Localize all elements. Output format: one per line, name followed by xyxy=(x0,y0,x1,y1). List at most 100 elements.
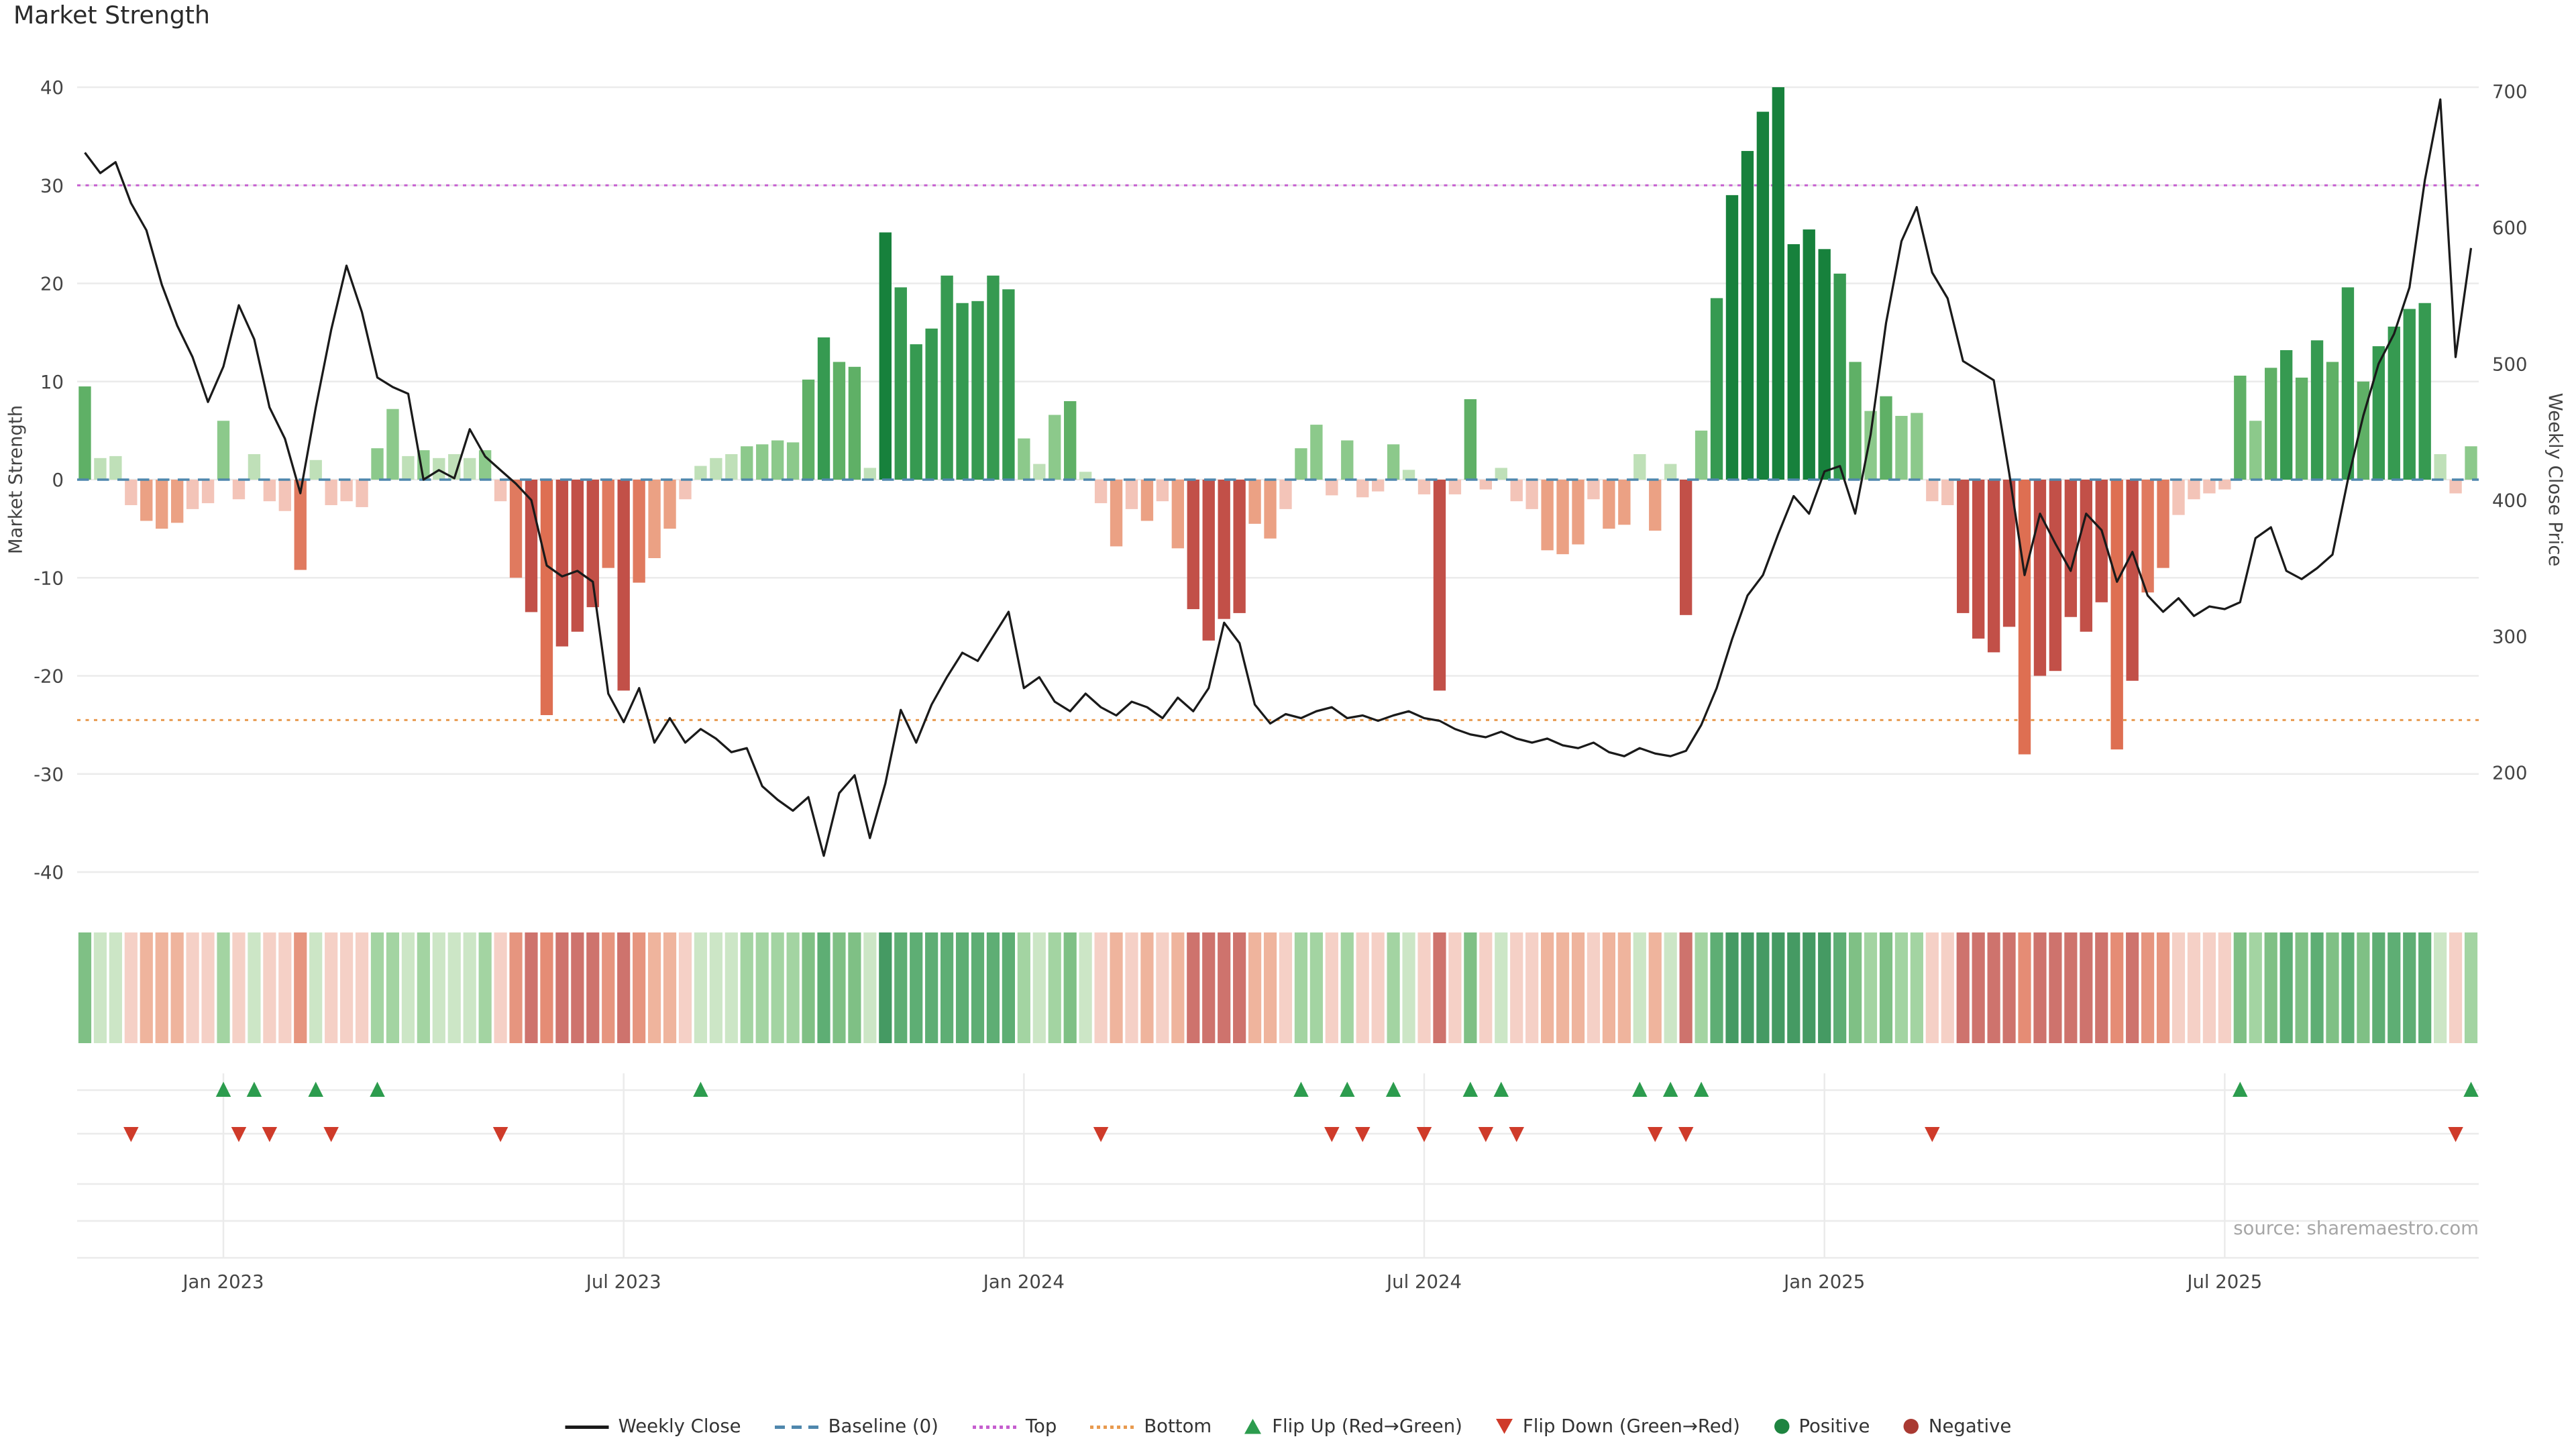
heatmap-cell xyxy=(1002,932,1015,1043)
heatmap-cell xyxy=(2218,932,2231,1043)
strength-bar xyxy=(433,458,445,480)
heatmap-cell xyxy=(2156,932,2170,1043)
strength-bar xyxy=(325,480,337,506)
heatmap-cell xyxy=(401,932,415,1043)
flip-down-marker xyxy=(1678,1127,1694,1142)
heatmap-cell xyxy=(2141,932,2155,1043)
heatmap-cell xyxy=(2233,932,2247,1043)
strength-bar xyxy=(1895,415,1908,480)
heatmap-cell xyxy=(633,932,646,1043)
x-axis-tick: Jul 2025 xyxy=(2186,1271,2262,1293)
strength-bar xyxy=(1741,151,1754,480)
heatmap-cell xyxy=(2033,932,2047,1043)
left-axis-tick: 30 xyxy=(40,175,64,197)
strength-bar xyxy=(1603,480,1615,529)
strength-bar xyxy=(309,460,322,480)
heatmap-cell xyxy=(925,932,938,1043)
strength-bar xyxy=(509,480,523,578)
strength-bar xyxy=(1187,480,1199,610)
heatmap-cell xyxy=(1309,932,1323,1043)
heatmap-cell xyxy=(432,932,445,1043)
heatmap-cell xyxy=(617,932,631,1043)
heatmap-cell xyxy=(186,932,199,1043)
heatmap-cell xyxy=(879,932,892,1043)
flip-up-marker xyxy=(1293,1081,1309,1097)
legend-label-negative: Negative xyxy=(1928,1415,2012,1438)
strength-bar xyxy=(1880,396,1892,480)
x-axis-labels: Jan 2023 Jul 2023 Jan 2024 Jul 2024 Jan 2025… xyxy=(181,1271,2262,1293)
right-axis-label: Weekly Close Price xyxy=(2544,393,2566,567)
strength-bar xyxy=(494,480,507,502)
heatmap-cell xyxy=(833,932,846,1043)
strength-bar xyxy=(1941,480,1954,506)
strength-bar xyxy=(1525,480,1538,509)
heatmap-cell xyxy=(1233,932,1246,1043)
strength-bar xyxy=(2341,287,2355,480)
legend-label-flip-down: Flip Down (Green→Red) xyxy=(1522,1415,1740,1438)
grid-layer: 40 30 20 10 0 -10 -20 -30 -40 700 600 500 400 300 200 xyxy=(34,77,2527,883)
strength-bar xyxy=(987,275,1000,480)
heatmap-cell xyxy=(1679,932,1693,1043)
strength-bar xyxy=(94,458,107,480)
strength-bar xyxy=(1756,111,1770,480)
heatmap-cell xyxy=(1156,932,1169,1043)
strength-bar xyxy=(1125,480,1138,509)
heatmap-cell xyxy=(941,932,954,1043)
heatmap-cell xyxy=(1894,932,1909,1043)
flip-up-marker xyxy=(1340,1081,1355,1097)
heatmap-cell xyxy=(694,932,708,1043)
x-axis-tick: Jan 2025 xyxy=(1782,1271,1865,1293)
strength-bar xyxy=(2033,480,2047,676)
flip-up-marker xyxy=(308,1081,323,1097)
left-axis-tick: 10 xyxy=(40,372,64,393)
strength-bar xyxy=(602,480,614,568)
heatmap-cell xyxy=(2403,932,2416,1043)
heatmap-cell xyxy=(2464,932,2478,1043)
strength-bar xyxy=(710,458,722,480)
heatmap-cell xyxy=(971,932,985,1043)
legend-label-baseline: Baseline (0) xyxy=(828,1415,938,1438)
strength-bar xyxy=(2218,480,2231,490)
strength-bar xyxy=(1079,472,1092,480)
heatmap-cell xyxy=(248,932,261,1043)
strength-bar xyxy=(1433,480,1446,691)
strength-bar xyxy=(1371,480,1385,492)
heatmap-cell xyxy=(1171,932,1185,1043)
heatmap-cell xyxy=(1772,932,1785,1043)
heatmap-cell xyxy=(1741,932,1754,1043)
flip-down-marker xyxy=(323,1127,339,1142)
strength-bar xyxy=(1833,273,1846,480)
heatmap-cell xyxy=(1848,932,1862,1043)
legend-item-baseline: Baseline (0) xyxy=(774,1415,938,1438)
legend-item-top: Top xyxy=(971,1415,1057,1438)
heatmap-cell xyxy=(309,932,323,1043)
heatmap-cell xyxy=(2187,932,2201,1043)
heatmap-cell xyxy=(217,932,230,1043)
heatmap-cell xyxy=(1803,932,1816,1043)
strength-bar xyxy=(2434,453,2447,480)
flip-down-marker xyxy=(1647,1127,1663,1142)
heatmap-cell xyxy=(278,932,292,1043)
legend-item-bottom: Bottom xyxy=(1090,1415,1212,1438)
flip-up-triangle-icon xyxy=(1245,1419,1263,1434)
strength-bar xyxy=(771,440,784,480)
heatmap-cell xyxy=(325,932,338,1043)
heatmap-cell xyxy=(263,932,276,1043)
strength-bar xyxy=(1448,480,1462,494)
strength-bar xyxy=(1618,480,1631,525)
heatmap-cell xyxy=(2018,932,2031,1043)
strength-bar xyxy=(1094,480,1108,504)
strength-bar xyxy=(109,455,122,480)
heatmap-cell xyxy=(370,932,384,1043)
strength-bar xyxy=(2279,350,2293,480)
heatmap-cell xyxy=(386,932,400,1043)
left-axis-tick: -10 xyxy=(34,568,64,589)
strength-bar xyxy=(1510,480,1523,502)
heatmap-cell xyxy=(1048,932,1061,1043)
flip-down-triangle-icon xyxy=(1495,1419,1513,1434)
x-axis-tick: Jan 2023 xyxy=(181,1271,264,1293)
heatmap-cell xyxy=(1756,932,1770,1043)
strength-bar xyxy=(464,458,476,480)
flip-markers-layer xyxy=(123,1081,2479,1142)
strength-bar xyxy=(1587,480,1600,500)
